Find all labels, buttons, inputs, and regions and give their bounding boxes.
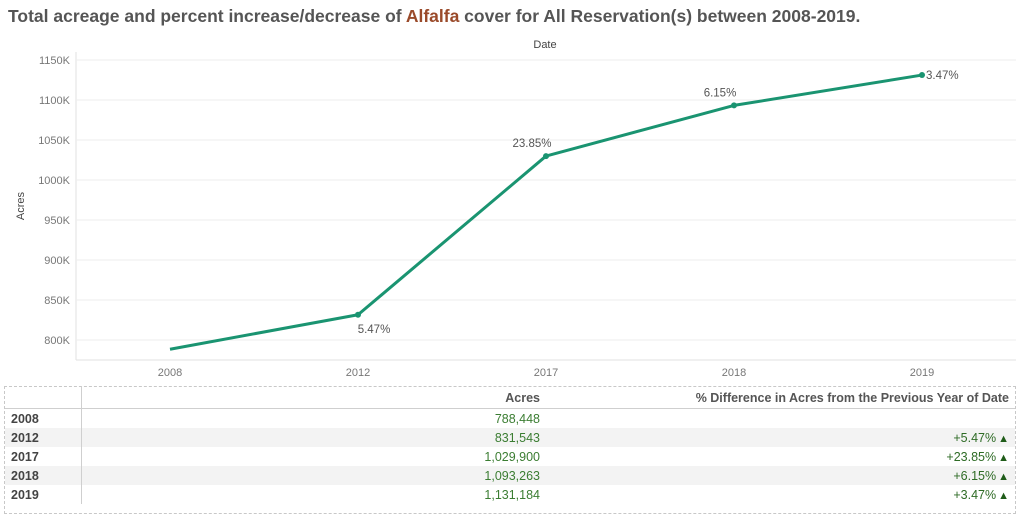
table-cell-year: 2018 (5, 466, 82, 485)
table-cell-acres: 788,448 (494, 411, 540, 426)
point-label: 6.15% (704, 87, 737, 99)
title-prefix: Total acreage and percent increase/decre… (8, 6, 406, 26)
table-row: 2012 831,543 +5.47% ▲ (5, 428, 1015, 447)
y-axis-title: Acres (15, 191, 27, 220)
data-point (355, 311, 361, 318)
point-label: 23.85% (512, 138, 551, 150)
y-tick-label: 1000K (38, 175, 70, 187)
table-cell-acres: 1,131,184 (484, 487, 540, 502)
x-tick-label: 2019 (910, 367, 934, 379)
data-point (543, 153, 549, 160)
table-row: 2019 1,131,184 +3.47% ▲ (5, 485, 1015, 504)
table-row: 2008 788,448 (5, 408, 1015, 429)
y-tick-label: 1050K (38, 135, 70, 147)
x-tick-label: 2008 (158, 367, 182, 379)
line-chart: 800K 850K 900K 950K 1000K 1050K 1100K 1150K 200… (15, 39, 1016, 379)
y-tick-label: 850K (44, 295, 70, 307)
table-cell-year: 2012 (5, 428, 82, 447)
y-tick-label: 950K (44, 215, 70, 227)
table-row: 2018 1,093,263 +6.15% ▲ (5, 466, 1015, 485)
acres-table: Acres % Difference in Acres from the Pre… (5, 387, 1015, 504)
y-tick-label: 900K (44, 255, 70, 267)
up-triangle-icon: ▲ (998, 451, 1009, 464)
y-tick-label: 1100K (39, 95, 71, 107)
table-header-year (5, 387, 82, 409)
up-triangle-icon: ▲ (998, 470, 1009, 483)
series (169, 72, 925, 351)
title-suffix: cover for All Reservation(s) between 200… (459, 6, 861, 26)
table-cell-pct: +3.47% ▲ (546, 485, 1015, 504)
page-title: Total acreage and percent increase/decre… (8, 6, 860, 27)
x-tick-label: 2017 (534, 367, 558, 379)
table-body: 2008 788,448 2012 831,543 +5.47% ▲ 2017 1,029,9… (5, 408, 1015, 504)
gridlines (75, 52, 1016, 361)
x-tick-label: 2018 (722, 367, 746, 379)
table-cell-acres: 831,543 (81, 428, 546, 447)
pct-value: +23.85% (946, 449, 997, 464)
table-header-pct: % Difference in Acres from the Previous … (546, 387, 1015, 409)
data-point (731, 102, 737, 109)
table-cell-pct (546, 409, 1015, 429)
x-axis: 2008 2012 2017 2018 2019 (158, 367, 934, 379)
table-cell-pct: +6.15% ▲ (546, 466, 1015, 485)
pct-value: +5.47% (953, 430, 997, 445)
up-triangle-icon: ▲ (998, 489, 1009, 502)
table-cell-acres: 1,093,263 (81, 466, 546, 485)
point-label: 3.47% (926, 70, 959, 82)
table-header-row: Acres % Difference in Acres from the Pre… (5, 387, 1015, 409)
table-header-acres: Acres (81, 387, 546, 409)
table-cell-year: 2008 (5, 408, 82, 428)
x-axis-title: Date (533, 39, 556, 51)
data-point (919, 72, 925, 79)
table-cell-year: 2019 (5, 485, 82, 504)
table-row: 2017 1,029,900 +23.85% ▲ (5, 447, 1015, 466)
data-labels: 5.47% 23.85% 6.15% 3.47% (358, 70, 959, 336)
table-cell-acres: 1,029,900 (484, 449, 540, 464)
y-tick-label: 1150K (39, 55, 71, 67)
data-table: Acres % Difference in Acres from the Pre… (4, 386, 1016, 514)
up-triangle-icon: ▲ (998, 432, 1009, 445)
point-label: 5.47% (358, 324, 391, 336)
pct-value: +3.47% (953, 487, 997, 502)
y-tick-label: 800K (44, 335, 70, 347)
table-cell-pct: +5.47% ▲ (546, 428, 1015, 447)
table-cell-year: 2017 (5, 447, 82, 466)
y-axis: 800K 850K 900K 950K 1000K 1050K 1100K 1150K (38, 55, 70, 347)
table-cell-pct: +23.85% ▲ (546, 447, 1015, 466)
x-tick-label: 2012 (346, 367, 370, 379)
series-line (169, 73, 923, 351)
pct-value: +6.15% (953, 468, 997, 483)
title-highlight: Alfalfa (405, 6, 460, 26)
